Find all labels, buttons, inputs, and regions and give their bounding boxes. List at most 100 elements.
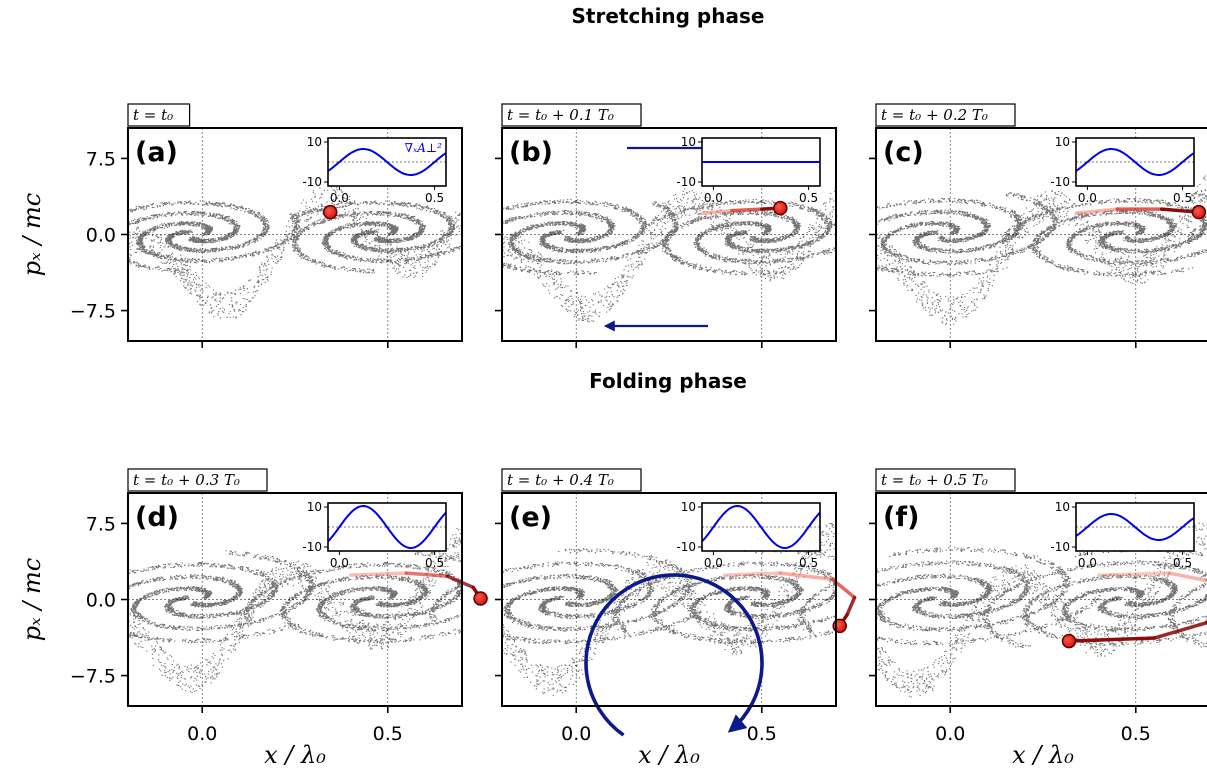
inset-y-tick-label: 10 [681,500,696,514]
panel-letter: (b) [509,137,553,168]
field-gradient-inset: 10 -10 0.0 0.5 [1050,500,1195,570]
panel-f: 0.0 0.5 t = t₀ + 0.5 T₀ (f) 10 -10 0.0 0.5 x / λ… [869,468,1207,768]
x-tick-label: 0.0 [561,723,591,745]
tracked-particle-marker [323,204,338,220]
particle-trajectory-segment [722,571,783,577]
particle-trajectory-segment [778,571,835,581]
time-label-text: t = t₀ + 0.2 T₀ [881,106,988,124]
panel-a: 7.5 0.0 −7.5 t = t₀ (a) 10 -10 0.0 0.5 ∇ₓA⊥² pₓ / … [18,103,463,348]
time-label-text: t = t₀ [133,106,173,124]
tracked-particle-marker [473,591,488,606]
inset-frame [327,137,447,187]
inset-frame [701,502,821,552]
inset-x-tick-label: 0.0 [330,191,349,205]
particle-trajectory-segment [700,208,734,215]
inset-y-tick-label: 10 [1055,135,1070,149]
phase-space-particles [128,526,462,694]
field-gradient-curve [327,148,447,176]
phase-space-particles [876,175,1207,325]
inset-x-tick-label: 0.5 [425,191,444,205]
inset-y-tick-label: -10 [302,540,322,554]
rotation-arrow [584,573,764,737]
time-label-box [501,468,642,492]
inset-y-tick-label: 10 [681,135,696,149]
particle-trajectory-segment [445,574,475,590]
inset-frame [1075,137,1195,187]
phase-space-particles [128,186,462,319]
inset-y-tick-label: -10 [1050,175,1070,189]
x-tick-label: 0.5 [373,723,403,745]
inset-x-tick-label: 0.5 [425,556,444,570]
particle-trajectory-segment [404,571,449,578]
folding-phase-heading: Folding phase [589,369,747,393]
panel-letter: (a) [135,137,178,168]
time-label-box [501,103,642,127]
inset-y-tick-label: -10 [676,540,696,554]
particle-trajectory-segment [1167,571,1207,583]
field-gradient-inset: 10 -10 0.0 0.5 [676,135,821,205]
inset-x-tick-label: 0.0 [1078,556,1097,570]
x-tick-label: 0.0 [187,723,217,745]
panel-e: 0.0 0.5 t = t₀ + 0.4 T₀ (e) 10 -10 0.0 0.5 x / λ… [495,468,857,768]
field-gradient-curve [1075,513,1195,541]
particle-trajectory-segment [1067,636,1157,643]
field-gradient-curve [701,504,821,550]
x-axis-label: x / λ₀ [264,741,326,768]
inset-x-tick-label: 0.5 [799,556,818,570]
y-axis-label: pₓ / mc [18,558,46,641]
y-tick-label: 0.0 [86,590,116,612]
inset-x-tick-label: 0.5 [1173,191,1192,205]
inset-y-tick-label: 10 [307,135,322,149]
panel-letter: (d) [135,502,179,533]
x-tick-label: 0.0 [935,723,965,745]
field-gradient-curve [327,504,447,550]
field-gradient-inset: 10 -10 0.0 0.5 [1050,135,1195,205]
inset-y-tick-label: 10 [1055,500,1070,514]
x-tick-label: 0.5 [1121,723,1151,745]
inset-y-tick-label: -10 [1050,540,1070,554]
y-tick-label: 0.0 [86,225,116,247]
inset-x-tick-label: 0.0 [1078,191,1097,205]
time-label-text: t = t₀ + 0.4 T₀ [507,471,614,489]
time-label: t = t₀ [127,103,191,127]
y-tick-label: 7.5 [86,148,116,170]
inset-frame [701,137,821,187]
inset-x-tick-label: 0.0 [704,556,723,570]
inset-x-tick-label: 0.0 [704,191,723,205]
panel-letter: (c) [883,137,924,168]
inset-frame [1075,502,1195,552]
field-gradient-curve [1075,148,1195,176]
particle-trajectory-segment [1074,207,1119,215]
stretching-phase-heading: Stretching phase [572,4,765,28]
inset-y-tick-label: -10 [676,175,696,189]
particle-trajectory-segment [348,571,409,577]
time-label: t = t₀ + 0.5 T₀ [875,468,1016,492]
field-gradient-inset: 10 -10 0.0 0.5 [302,500,447,570]
time-label-box [127,468,268,492]
time-label-text: t = t₀ + 0.3 T₀ [133,471,240,489]
time-label-box [127,103,191,127]
inset-frame [327,502,447,552]
time-label: t = t₀ + 0.1 T₀ [501,103,642,127]
x-axis-label: x / λ₀ [1012,741,1074,768]
panel-letter: (f) [883,502,919,533]
phase-space-particles [502,182,836,323]
time-label: t = t₀ + 0.4 T₀ [501,468,642,492]
inset-x-tick-label: 0.5 [1173,556,1192,570]
tracked-particle-marker [1191,204,1207,220]
time-label-box [875,103,1016,127]
particle-trajectory-segment [730,207,764,213]
y-tick-label: −7.5 [70,666,116,688]
x-axis-label: x / λ₀ [638,741,700,768]
inset-x-tick-label: 0.5 [799,191,818,205]
particle-trajectory-segment [845,595,857,617]
panel-b: t = t₀ + 0.1 T₀ (b) 10 -10 0.0 0.5 [495,103,837,348]
panel-d: 0.0 0.5 7.5 0.0 −7.5 t = t₀ + 0.3 T₀ (d) 10 -10 0… [18,468,488,768]
particle-trajectory-segment [1096,571,1171,577]
panels: 7.5 0.0 −7.5 t = t₀ (a) 10 -10 0.0 0.5 ∇ₓA⊥² pₓ / … [18,103,1207,768]
inset-x-tick-label: 0.0 [330,556,349,570]
inset-y-tick-label: -10 [302,175,322,189]
tracked-particle-marker [773,200,788,216]
field-gradient-inset: 10 -10 0.0 0.5 ∇ₓA⊥² [302,135,447,205]
